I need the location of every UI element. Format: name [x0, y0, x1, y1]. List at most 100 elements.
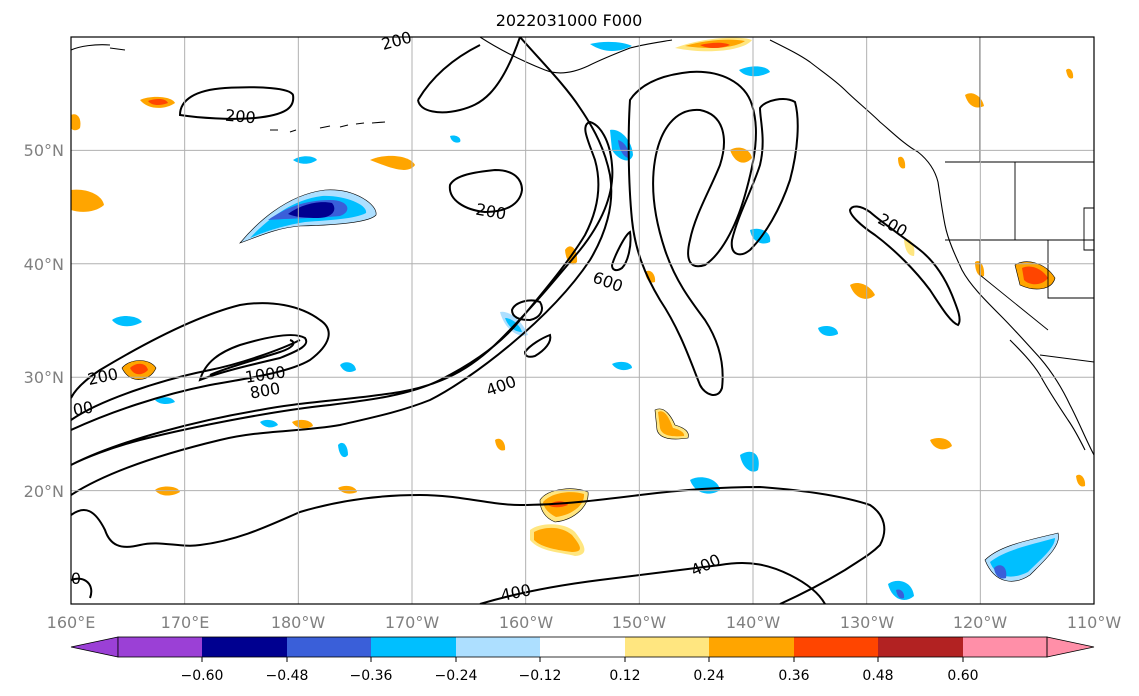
positive-anomaly-patch: [658, 411, 685, 437]
contour-line: [610, 230, 632, 272]
negative-anomaly-patch: [293, 156, 317, 164]
shaded-anomaly-fields: [71, 37, 1086, 600]
map-frame: [70, 36, 1095, 605]
negative-anomaly-patch: [112, 316, 142, 327]
positive-anomaly-patch: [965, 93, 984, 108]
contour-line: [198, 334, 308, 382]
longitude-tick-labels: 160°E 170°E 180°W 170°W 160°W 150°W 140°…: [47, 613, 1122, 632]
us-state-borders: [945, 162, 1094, 331]
positive-anomaly-patch: [930, 438, 952, 450]
positive-anomaly-patch: [1066, 68, 1074, 79]
positive-anomaly-patch: [700, 42, 730, 48]
contour-line: [730, 98, 799, 256]
positive-anomaly-patch: [1076, 474, 1086, 487]
positive-anomaly-patch: [292, 419, 313, 429]
colorbar-ticks: [201, 657, 964, 662]
contour-line: [523, 333, 552, 358]
contour-line: [71, 37, 613, 496]
latitude-tick-labels: 20°N 30°N 40°N 50°N: [24, 141, 64, 501]
colorbar-tick-label: −0.36: [350, 668, 393, 684]
contour-line: [510, 299, 543, 322]
colorbar-segment: [625, 637, 709, 657]
lat-tick-label: 20°N: [24, 482, 64, 501]
contour-label: 200: [224, 106, 256, 128]
negative-anomaly-patch: [740, 451, 759, 472]
negative-anomaly-patch: [739, 66, 770, 77]
anomaly-outline: [1014, 261, 1056, 290]
positive-anomaly-patch: [850, 283, 875, 299]
negative-anomaly-patch: [994, 565, 1007, 579]
negative-anomaly-patch: [618, 140, 629, 158]
contour-line: [417, 37, 521, 114]
colorbar-segment: [963, 637, 1047, 657]
colorbar-tick-label: 0.48: [862, 668, 893, 684]
positive-anomaly-patch: [370, 155, 415, 170]
positive-anomaly-patch: [1022, 266, 1048, 285]
lon-tick-label: 170°E: [161, 613, 210, 632]
positive-anomaly-patch: [730, 147, 752, 163]
colorbar-segment: [118, 637, 202, 657]
positive-anomaly-patch: [148, 98, 168, 106]
colorbar-segment: [540, 637, 625, 657]
colorbar-over-extension: [1046, 636, 1095, 658]
colorbar-tick-label: −0.24: [435, 668, 478, 684]
positive-anomaly-patch: [534, 527, 580, 552]
anomaly-outline: [539, 488, 589, 523]
baja-coastline: [1009, 339, 1086, 451]
contour-line: [848, 205, 961, 327]
colorbar-segment: [287, 637, 371, 657]
contour-label: 00: [71, 397, 94, 419]
negative-anomaly-patch: [338, 442, 348, 458]
colorbar-segment: [371, 637, 456, 657]
lat-tick-label: 30°N: [24, 368, 64, 387]
figure-title: 2022031000 F000: [496, 11, 643, 30]
colorbar-under-extension: [70, 636, 119, 658]
positive-anomaly-patch: [495, 438, 506, 451]
colorbar-segment: [878, 637, 963, 657]
positive-anomaly-patch: [338, 485, 357, 494]
contour-line: [71, 562, 826, 604]
lon-tick-label: 110°W: [1067, 613, 1122, 632]
contour-label: 0: [71, 569, 81, 588]
contour-line: [448, 168, 524, 214]
lon-tick-label: 160°E: [47, 613, 96, 632]
negative-anomaly-patch: [896, 589, 905, 599]
colorbar-tick-label: −0.12: [519, 668, 562, 684]
negative-anomaly-patch: [612, 361, 632, 371]
lon-tick-label: 140°W: [726, 613, 781, 632]
colorbar-tick-label: 0.24: [693, 668, 724, 684]
lon-tick-label: 130°W: [840, 613, 895, 632]
aleutian-islands: [270, 121, 386, 133]
political-borders: [945, 37, 1094, 363]
lon-tick-label: 160°W: [499, 613, 554, 632]
kamchatka-coastline: [71, 44, 126, 51]
anomaly-outline: [654, 408, 689, 440]
map-plot-area: 200 200 200 200 200 600 1000 800 400 400…: [70, 28, 1095, 605]
lat-tick-label: 50°N: [24, 141, 64, 160]
contour-line: [209, 339, 295, 376]
negative-anomaly-patch: [450, 135, 461, 143]
colorbar-segment: [709, 637, 794, 657]
colorbar-tick-label: 0.12: [609, 668, 640, 684]
lon-tick-label: 150°W: [612, 613, 667, 632]
north-america-coastline: [769, 39, 1094, 456]
contour-line: [627, 70, 757, 396]
colorbar-tick-label: 0.60: [947, 668, 978, 684]
negative-anomaly-patch: [155, 397, 175, 405]
contour-line: [71, 485, 886, 604]
positive-anomaly-patch: [130, 363, 148, 375]
colorbar-frame: [117, 636, 1048, 658]
colorbar-tick-label: −0.48: [266, 668, 309, 684]
colorbar-segments: [118, 637, 1047, 657]
negative-anomaly-patch: [590, 41, 632, 51]
colorbar-segment: [202, 637, 287, 657]
lon-tick-label: 120°W: [953, 613, 1008, 632]
colorbar-tick-label: −0.60: [181, 668, 224, 684]
contour-line: [71, 120, 614, 466]
map-background: [71, 37, 1094, 604]
contour-line: [178, 86, 295, 120]
contour-lines: [71, 37, 961, 604]
positive-anomaly-patch: [898, 156, 906, 169]
us-mexico-border: [1039, 354, 1094, 363]
